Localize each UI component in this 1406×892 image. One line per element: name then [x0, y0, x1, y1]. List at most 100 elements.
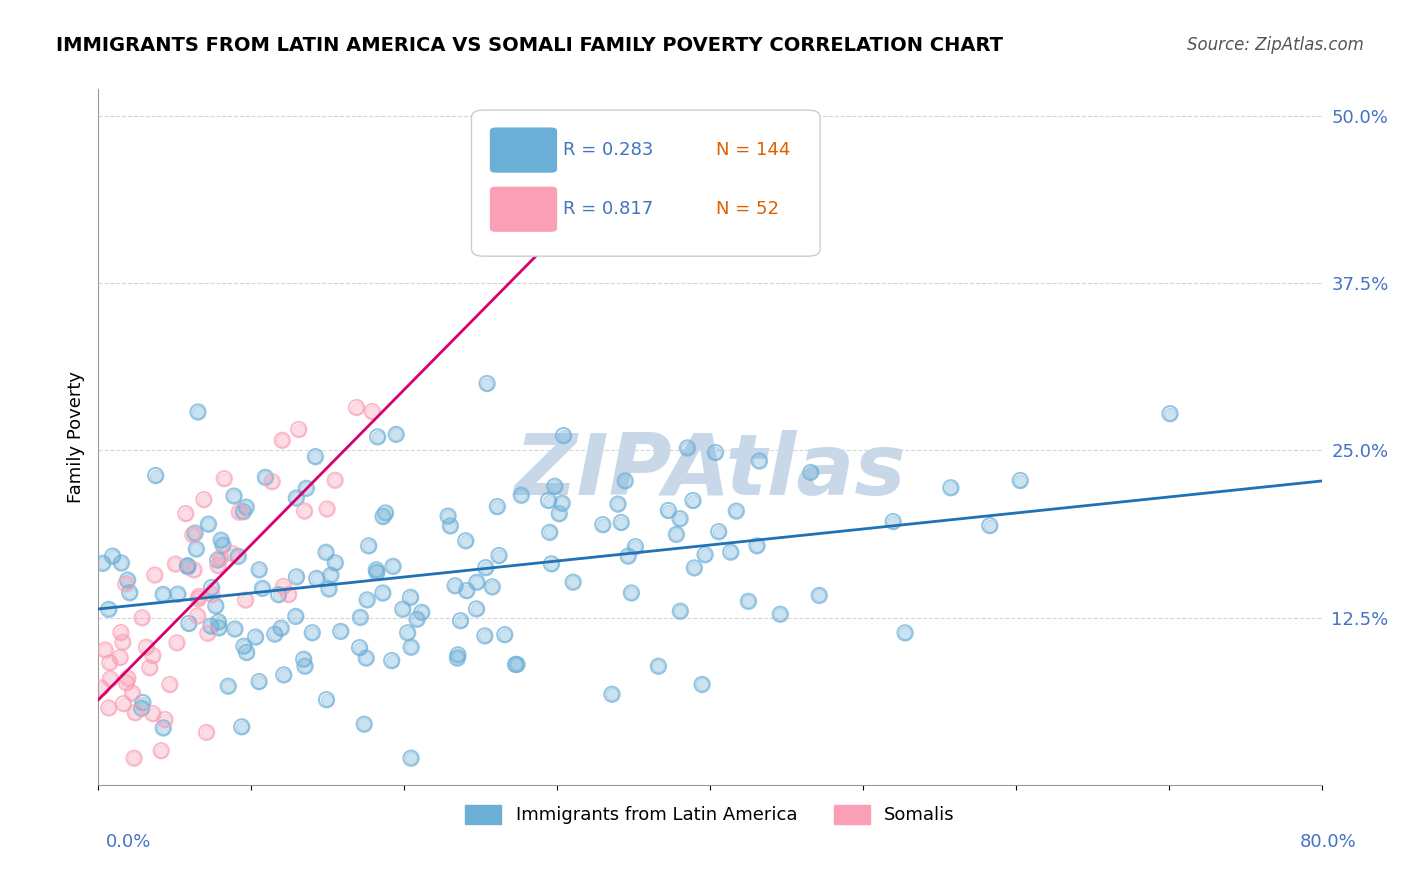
Point [167, 587, 190, 601]
Point [117, 573, 139, 587]
Point [399, 591, 422, 605]
Point [121, 686, 143, 700]
Point [720, 545, 742, 559]
Point [323, 556, 346, 570]
Point [391, 602, 413, 616]
Point [540, 557, 562, 571]
Point [301, 625, 323, 640]
Point [252, 582, 274, 596]
Point [690, 677, 713, 691]
Point [939, 481, 962, 495]
Point [228, 505, 250, 519]
Point [153, 713, 176, 727]
Point [624, 540, 647, 554]
Point [110, 556, 132, 570]
Point [166, 636, 188, 650]
Point [110, 650, 132, 665]
Point [367, 430, 389, 444]
Point [381, 654, 404, 668]
Point [165, 557, 187, 571]
Point [176, 558, 198, 573]
Point [142, 648, 165, 663]
Point [247, 674, 270, 689]
Point [647, 659, 669, 673]
Point [301, 625, 323, 640]
Point [159, 677, 181, 691]
Point [465, 602, 488, 616]
Point [439, 519, 461, 533]
Point [139, 661, 162, 675]
Point [287, 423, 309, 437]
Point [361, 404, 384, 418]
Point [224, 622, 246, 636]
Point [235, 646, 257, 660]
Point [110, 556, 132, 570]
Point [208, 615, 231, 629]
Point [385, 427, 408, 442]
Point [319, 568, 342, 582]
Point [98, 672, 121, 686]
Point [110, 650, 132, 665]
Point [808, 589, 831, 603]
Point [208, 621, 231, 635]
Point [118, 586, 141, 600]
Point [748, 454, 770, 468]
Point [481, 580, 503, 594]
Point [183, 563, 205, 577]
Point [187, 609, 209, 624]
Point [263, 627, 285, 641]
Point [224, 622, 246, 636]
Point [704, 445, 727, 459]
Point [707, 524, 730, 539]
Point [115, 676, 138, 690]
Point [188, 590, 211, 604]
Point [551, 496, 574, 510]
Point [374, 506, 396, 520]
Point [624, 540, 647, 554]
Point [329, 624, 352, 639]
Point [486, 500, 509, 514]
Point [231, 720, 253, 734]
Point [437, 509, 460, 524]
Point [187, 609, 209, 624]
Point [399, 751, 422, 765]
Point [232, 505, 254, 519]
Point [197, 517, 219, 532]
Point [152, 721, 174, 735]
Point [177, 559, 200, 574]
Text: ZIPAtlas: ZIPAtlas [515, 430, 905, 514]
Point [195, 725, 218, 739]
Point [212, 472, 235, 486]
Point [183, 563, 205, 577]
Point [221, 547, 243, 561]
Point [617, 549, 640, 564]
Point [209, 550, 232, 565]
Point [207, 553, 229, 567]
Point [669, 512, 692, 526]
Point [720, 545, 742, 559]
Point [221, 547, 243, 561]
Point [548, 507, 571, 521]
Point [90, 681, 112, 695]
Point [620, 586, 643, 600]
Point [208, 615, 231, 629]
Point [181, 528, 204, 542]
Point [614, 474, 637, 488]
Point [226, 549, 249, 564]
Text: IMMIGRANTS FROM LATIN AMERICA VS SOMALI FAMILY POVERTY CORRELATION CHART: IMMIGRANTS FROM LATIN AMERICA VS SOMALI … [56, 36, 1004, 54]
Point [396, 625, 419, 640]
Point [808, 589, 831, 603]
Point [232, 639, 254, 653]
Point [366, 563, 388, 577]
Point [177, 559, 200, 574]
Point [131, 611, 153, 625]
Point [657, 503, 679, 517]
Point [382, 559, 405, 574]
Point [456, 583, 478, 598]
Point [114, 577, 136, 591]
Point [181, 528, 204, 542]
Point [488, 549, 510, 563]
Point [614, 474, 637, 488]
Point [267, 588, 290, 602]
Point [361, 404, 384, 418]
